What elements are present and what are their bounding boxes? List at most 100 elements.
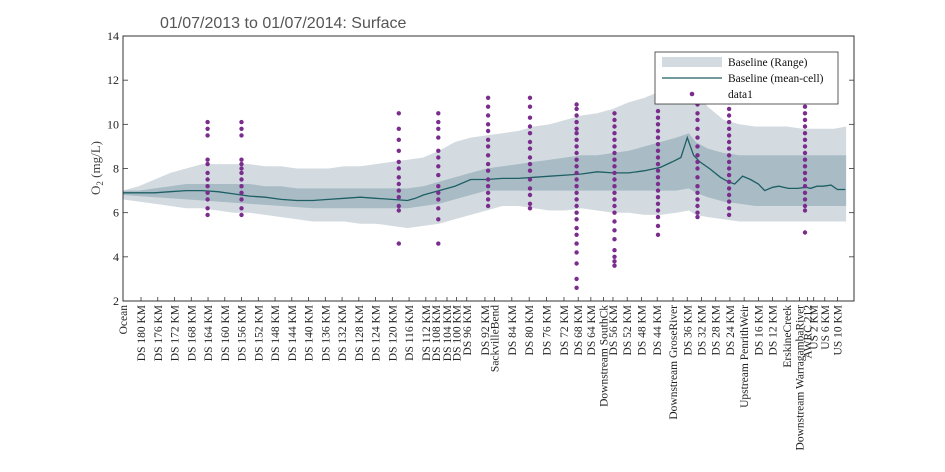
data-point (726, 126, 732, 131)
chart-title: 01/07/2013 to 01/07/2014: Surface (160, 15, 407, 32)
x-tick-label: DS 28 KM (711, 305, 723, 355)
x-tick-label: DS 36 KM (682, 305, 694, 355)
x-axis: Ocean DS 180 KM DS 176 KM DS 172 KM DS 168 K… (118, 297, 844, 450)
data-point (436, 119, 441, 125)
data-point (436, 135, 441, 140)
data-point (436, 184, 441, 189)
y-tick-label: 12 (107, 73, 119, 87)
data-point (239, 170, 244, 176)
data-point (695, 159, 700, 165)
x-tick-label: DS 32 KM (697, 305, 709, 355)
x-tick-label: DS 148 KM (270, 305, 282, 361)
data-point (726, 106, 732, 112)
data-point (612, 124, 617, 129)
data-point (612, 228, 617, 233)
x-tick-label: DS 80 KM (524, 305, 536, 355)
data-point (485, 197, 491, 202)
data-point (726, 113, 732, 118)
data-point (802, 137, 808, 142)
x-tick-label: DS 108 KM (431, 305, 443, 361)
data-point (612, 137, 617, 142)
data-point (612, 210, 617, 215)
data-point (239, 197, 244, 202)
x-tick-label: DS 172 KM (170, 305, 182, 361)
data-point (802, 157, 808, 162)
mean-cell-line (123, 135, 846, 202)
data-point (485, 137, 491, 142)
data-point (396, 181, 401, 187)
data-point (802, 150, 808, 156)
data-point (436, 190, 441, 195)
x-tick-label: DS 104 KM (442, 305, 454, 361)
x-tick-label: DS 112 KM (421, 305, 433, 361)
data-point (655, 195, 661, 200)
data-point (574, 197, 579, 202)
data-point (396, 166, 401, 171)
data-point (655, 232, 661, 237)
data-point (655, 142, 661, 147)
data-point (802, 117, 808, 123)
data-point (802, 164, 808, 169)
data-point (612, 131, 617, 136)
x-tick-label: DS 84 KM (507, 305, 519, 355)
data-point (436, 111, 441, 116)
y-tick-label: 10 (107, 117, 119, 131)
data-point (527, 124, 533, 129)
data-point (205, 157, 210, 162)
data-point (726, 139, 732, 145)
legend-swatch-range (662, 57, 722, 67)
data-point (396, 126, 401, 131)
data-point (485, 153, 491, 158)
x-tick-label: DS 100 KM (452, 305, 464, 361)
data-point (239, 157, 244, 162)
data-point (205, 190, 210, 195)
data-point (802, 230, 808, 235)
data-point (612, 177, 617, 182)
x-tick-label: DS 96 KM (462, 305, 474, 355)
data-point (802, 170, 808, 176)
data-point (485, 190, 491, 195)
data-point (726, 179, 732, 184)
legend: Baseline (Range) Baseline (mean-cell) da… (654, 51, 839, 105)
data-point (485, 128, 491, 134)
data-point (205, 126, 210, 131)
data-point (612, 170, 617, 176)
data-point (612, 157, 617, 162)
data-point (726, 199, 732, 204)
data-point (485, 144, 491, 149)
data-point (485, 95, 491, 101)
y-tick-label: 6 (113, 206, 119, 220)
data-point (655, 201, 661, 206)
data-point (695, 166, 700, 171)
data-point (436, 217, 441, 222)
data-point (485, 161, 491, 167)
data-point (802, 111, 808, 116)
data-point (527, 201, 533, 206)
data-point (396, 188, 401, 193)
x-tick-label: US 2 KM (809, 305, 821, 350)
data-point (239, 166, 244, 171)
data-point (802, 184, 808, 189)
x-tick-label: DS 56 KM (608, 305, 620, 355)
data-point (574, 157, 579, 162)
data-point (695, 190, 700, 195)
data-point (485, 168, 491, 173)
data-point (802, 131, 808, 136)
x-tick-label: ErskineCreek (782, 305, 794, 368)
y-tick-label: 8 (113, 162, 119, 176)
legend-label-data1: data1 (728, 89, 753, 101)
x-tick-label: DS 68 KM (573, 305, 585, 355)
data-point (436, 148, 441, 153)
data-point (527, 115, 533, 120)
data-point (485, 122, 491, 127)
x-tick-label: DS 144 KM (287, 305, 299, 361)
data-point (802, 190, 808, 195)
x-tick-label: Downstream GroseRiver (668, 305, 680, 420)
x-tick-label: US 10 KM (832, 305, 844, 355)
data-point (574, 261, 579, 266)
data-point (527, 146, 533, 151)
data-point (612, 263, 617, 268)
x-tick-label: DS 64 KM (586, 305, 598, 355)
data-point (574, 241, 579, 246)
data-point (574, 102, 579, 107)
